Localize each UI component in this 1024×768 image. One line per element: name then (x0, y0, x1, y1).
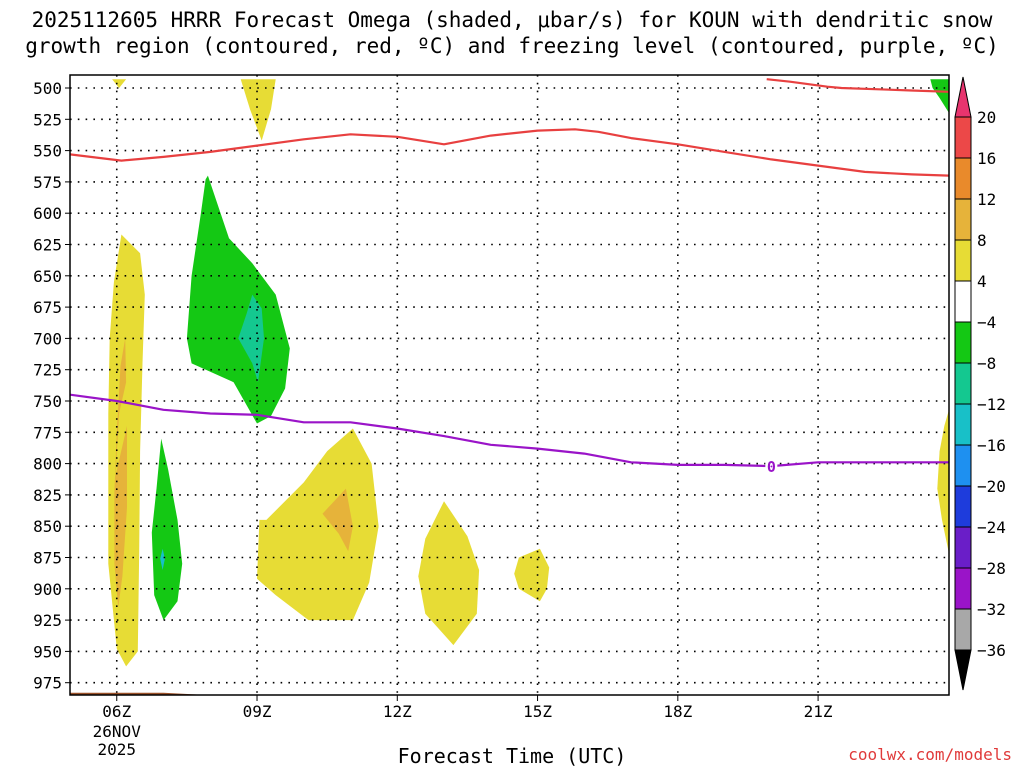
omega-region-orange-1 (322, 488, 353, 552)
x-tick-date: 26NOV (93, 722, 142, 741)
x-tick-label-18Z: 18Z (663, 702, 692, 721)
colorbar-label-6: −8 (977, 354, 996, 373)
x-tick-label-15Z: 15Z (523, 702, 552, 721)
colorbar-label-7: −12 (977, 395, 1006, 414)
colorbar-label-8: −16 (977, 436, 1006, 455)
colorbar-bin-5 (954, 280, 972, 323)
y-tick-label-750: 750 (33, 392, 62, 411)
x-tick-label-12Z: 12Z (383, 702, 412, 721)
y-tick-label-925: 925 (33, 611, 62, 630)
omega-region-green-1 (151, 438, 183, 621)
colorbar-bin-10 (954, 485, 972, 528)
y-tick-label-800: 800 (33, 455, 62, 474)
freezing-level-label-bg (765, 457, 778, 475)
colorbar-bottom-arrow (954, 649, 972, 691)
y-tick-label-550: 550 (33, 142, 62, 161)
chart-title-line-2: growth region (contoured, red, ºC) and f… (25, 34, 999, 58)
colorbar-label-13: −36 (977, 641, 1006, 660)
y-tick-label-725: 725 (33, 361, 62, 380)
omega-region-orange-0 (114, 338, 127, 608)
y-tick-label-675: 675 (33, 298, 62, 317)
omega-region-teal-0 (238, 294, 264, 383)
omega-region-teal-1 (160, 548, 165, 570)
colorbar-label-1: 16 (977, 149, 996, 168)
chart-title-line-1: 2025112605 HRRR Forecast Omega (shaded, … (31, 8, 993, 32)
y-tick-label-700: 700 (33, 329, 62, 348)
x-tick-label-09Z: 09Z (243, 702, 272, 721)
colorbar-bin-2 (954, 157, 972, 200)
omega-region-yellow-2 (240, 79, 276, 141)
contour-layer: 0 (70, 78, 949, 476)
dgz-contour-dgz-bottom (70, 128, 949, 177)
colorbar-label-5: −4 (977, 313, 996, 332)
colorbar-label-11: −28 (977, 559, 1006, 578)
watermark: coolwx.com/models (848, 745, 1012, 764)
terrain-fill (70, 692, 207, 695)
y-tick-label-900: 900 (33, 580, 62, 599)
colorbar-bin-12 (954, 567, 972, 610)
colorbar-label-9: −20 (977, 477, 1006, 496)
freezing-level-label: 0 (767, 458, 776, 476)
colorbar-label-0: 20 (977, 108, 996, 127)
y-tick-label-650: 650 (33, 267, 62, 286)
omega-region-green-0 (186, 175, 290, 424)
y-tick-label-975: 975 (33, 674, 62, 693)
colorbar-label-4: 4 (977, 272, 987, 291)
colorbar-bin-9 (954, 444, 972, 487)
x-tick-year: 2025 (97, 740, 136, 759)
x-tick-label-21Z: 21Z (804, 702, 833, 721)
colorbar-label-10: −24 (977, 518, 1006, 537)
colorbar-bin-4 (954, 239, 972, 282)
omega-region-yellow-6 (937, 409, 949, 554)
x-axis-label: Forecast Time (UTC) (397, 744, 627, 768)
colorbar-bin-13 (954, 608, 972, 651)
colorbar-bin-6 (954, 321, 972, 364)
colorbar-bin-3 (954, 198, 972, 241)
colorbar-bin-11 (954, 526, 972, 569)
y-tick-label-500: 500 (33, 79, 62, 98)
colorbar: 20 16 12 8 4 −4 −8 −12 −16 −20 −24 −28 −32 −36 (954, 76, 1006, 691)
dgz-contour-dgz-top (766, 78, 949, 93)
colorbar-label-12: −32 (977, 600, 1006, 619)
colorbar-bin-1 (954, 116, 972, 159)
axis-layer: 500 525 550 575 600 625 650 675 700 725 750 775 800 8… (33, 79, 833, 759)
y-tick-label-825: 825 (33, 486, 62, 505)
y-tick-label-875: 875 (33, 549, 62, 568)
omega-region-yellow-3 (257, 428, 379, 621)
y-tick-label-850: 850 (33, 517, 62, 536)
colorbar-top-arrow (954, 76, 972, 118)
omega-region-yellow-1 (112, 79, 127, 88)
terrain-layer (70, 692, 207, 695)
y-tick-label-525: 525 (33, 110, 62, 129)
y-tick-label-775: 775 (33, 423, 62, 442)
grid-layer (70, 75, 949, 695)
y-tick-label-600: 600 (33, 204, 62, 223)
x-tick-label-06Z: 06Z (102, 702, 131, 721)
plot-frame (69, 74, 950, 696)
colorbar-label-2: 12 (977, 190, 996, 209)
omega-region-green-2 (930, 79, 949, 113)
omega-region-yellow-4 (418, 501, 480, 646)
colorbar-bin-8 (954, 403, 972, 446)
y-tick-label-575: 575 (33, 173, 62, 192)
y-tick-label-625: 625 (33, 236, 62, 255)
y-tick-label-950: 950 (33, 642, 62, 661)
freezing-level-contour (70, 393, 949, 468)
omega-region-yellow-5 (514, 548, 550, 602)
colorbar-label-3: 8 (977, 231, 987, 250)
colorbar-bin-7 (954, 362, 972, 405)
